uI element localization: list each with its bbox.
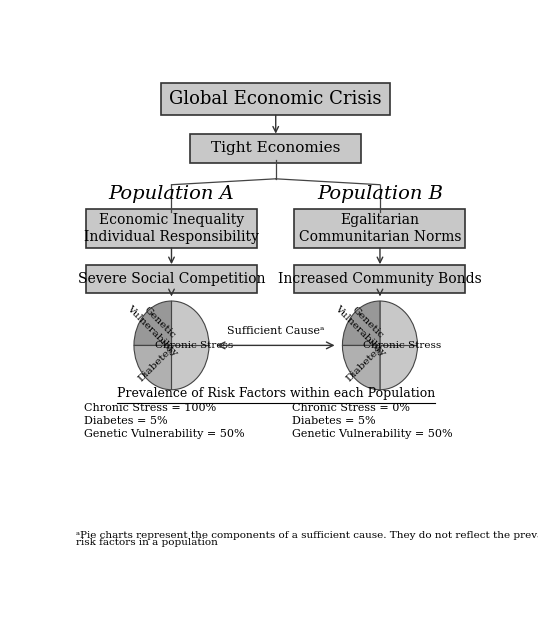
FancyBboxPatch shape [86, 209, 257, 248]
Text: ᵃPie charts represent the components of a sufficient cause. They do not reflect : ᵃPie charts represent the components of … [75, 531, 538, 540]
Text: Diabetes: Diabetes [344, 345, 384, 384]
FancyBboxPatch shape [190, 134, 361, 163]
Wedge shape [342, 346, 380, 390]
Text: Diabetes = 5%: Diabetes = 5% [293, 416, 376, 426]
Text: Tight Economies: Tight Economies [211, 141, 341, 156]
Text: Chronic Stress = 100%: Chronic Stress = 100% [84, 403, 216, 413]
Wedge shape [172, 301, 209, 390]
Text: Population A: Population A [109, 185, 235, 203]
Text: Diabetes: Diabetes [136, 345, 175, 384]
Text: Severe Social Competition: Severe Social Competition [77, 272, 265, 286]
Text: Chronic Stress: Chronic Stress [155, 341, 233, 350]
Text: Population B: Population B [317, 185, 443, 203]
Wedge shape [134, 301, 172, 346]
Text: Increased Community Bonds: Increased Community Bonds [278, 272, 482, 286]
Text: Genetic Vulnerability = 50%: Genetic Vulnerability = 50% [84, 429, 245, 438]
Text: Chronic Stress = 0%: Chronic Stress = 0% [293, 403, 410, 413]
Text: Prevalence of Risk Factors within each Population: Prevalence of Risk Factors within each P… [117, 387, 435, 399]
Wedge shape [342, 301, 380, 346]
Text: risk factors in a population: risk factors in a population [75, 538, 217, 547]
Text: Egalitarian
Communitarian Norms: Egalitarian Communitarian Norms [299, 214, 461, 244]
Text: Economic Inequality
Individual Responsibility: Economic Inequality Individual Responsib… [84, 214, 259, 244]
FancyBboxPatch shape [86, 264, 257, 293]
Wedge shape [380, 301, 417, 390]
FancyBboxPatch shape [161, 83, 391, 115]
Text: Global Economic Crisis: Global Economic Crisis [169, 90, 382, 108]
FancyBboxPatch shape [294, 209, 465, 248]
Text: Chronic Stress: Chronic Stress [363, 341, 442, 350]
Wedge shape [134, 346, 172, 390]
Text: Genetic
Vulnerability: Genetic Vulnerability [333, 296, 395, 357]
FancyBboxPatch shape [294, 264, 465, 293]
Text: Diabetes = 5%: Diabetes = 5% [84, 416, 167, 426]
Text: Sufficient Causeᵃ: Sufficient Causeᵃ [227, 326, 324, 335]
Text: Genetic Vulnerability = 50%: Genetic Vulnerability = 50% [293, 429, 453, 438]
Text: Genetic
Vulnerability: Genetic Vulnerability [125, 296, 186, 357]
